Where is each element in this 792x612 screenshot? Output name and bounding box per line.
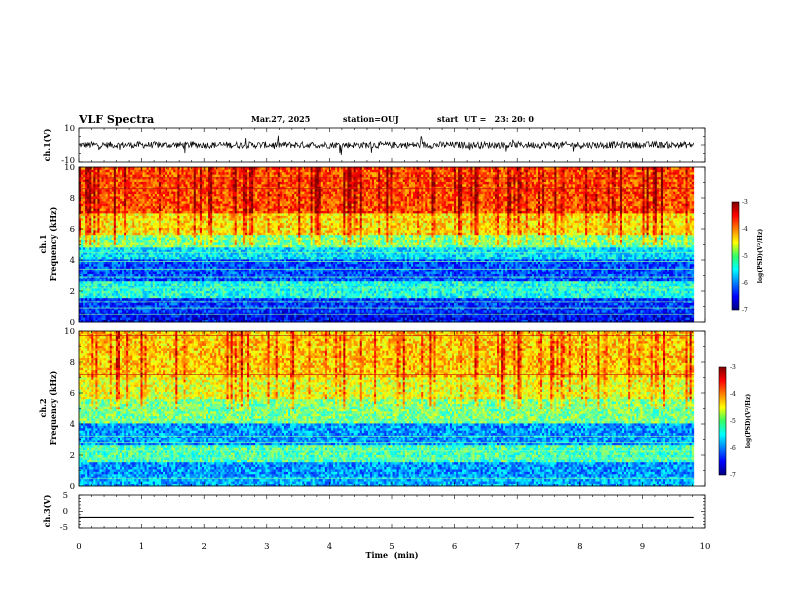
start-time-label: start UT = 23: 20: 0 xyxy=(437,114,534,124)
ch1-ytick-top: 10 xyxy=(64,124,75,134)
ch1-waveform-panel: 10 -10 ch.1(V) xyxy=(42,124,705,166)
ch1-waveform-trace xyxy=(79,136,694,155)
date-label: Mar.27, 2025 xyxy=(251,114,310,124)
station-label: station=OUJ xyxy=(343,114,399,124)
figure-title: VLF Spectra xyxy=(78,113,154,126)
ch1-spectrogram-image xyxy=(79,167,705,322)
ch1-ylabel: ch.1(V) xyxy=(42,128,52,161)
ch1-spectrogram-panel: 0 2 4 6 8 10 ch.1 Frequency (kHz) -3 -4 … xyxy=(38,163,764,328)
